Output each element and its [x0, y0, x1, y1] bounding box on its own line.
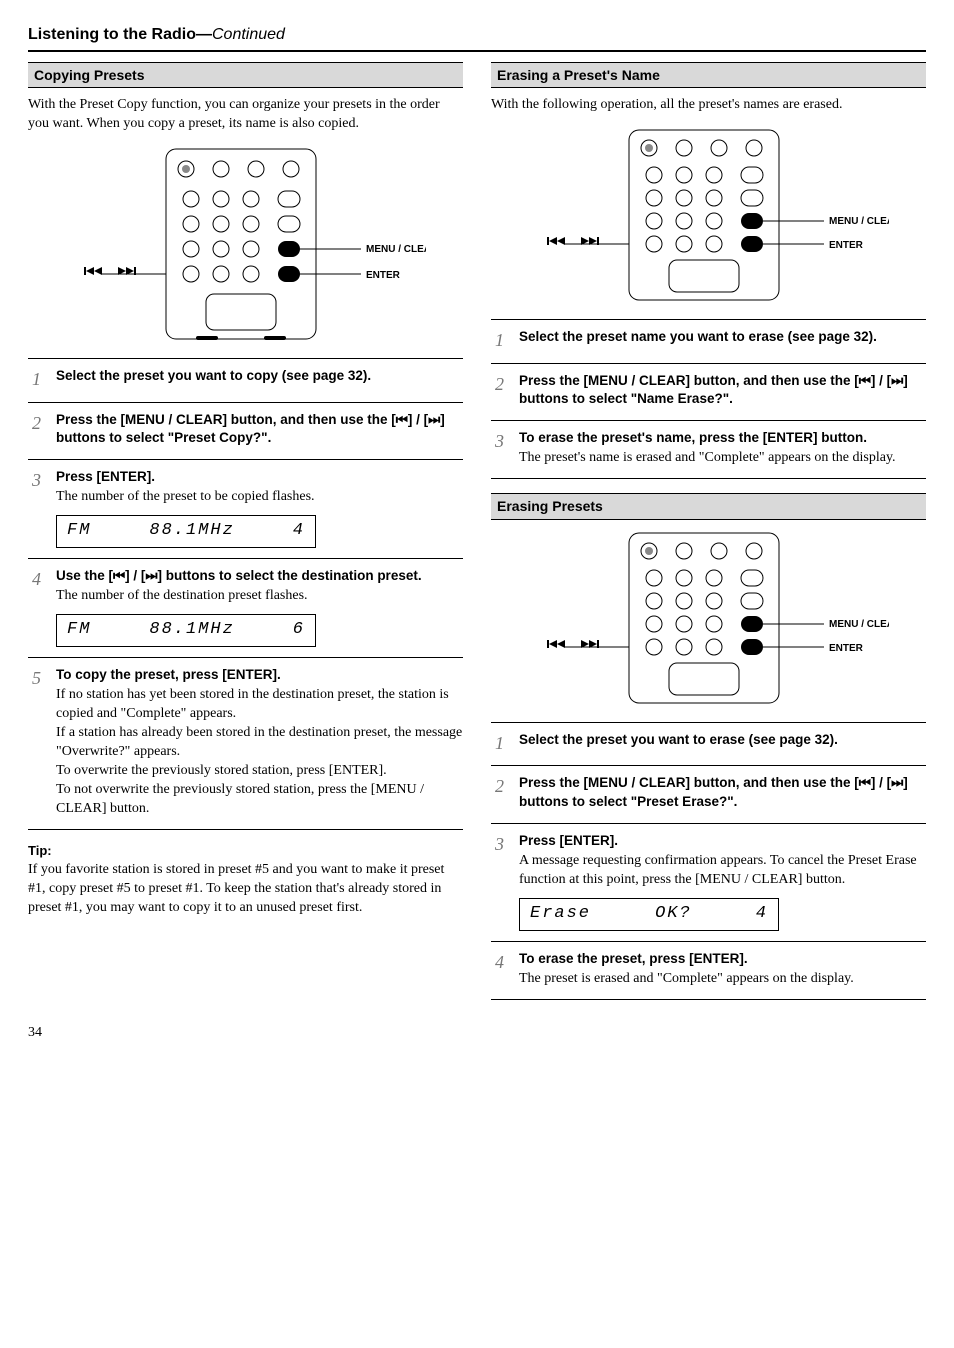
step-bold: Select the preset you want to erase (see… [519, 731, 926, 749]
lcd-mid: OK? [655, 903, 692, 926]
lcd-mid: 88.1MHz [149, 619, 234, 642]
lcd-left: FM [67, 520, 91, 543]
step-row: 4 To erase the preset, press [ENTER]. Th… [491, 942, 926, 1000]
step-row: 3 Press [ENTER]. The number of the prese… [28, 460, 463, 559]
right-column: Erasing a Preset's Name With the followi… [491, 62, 926, 1000]
step-bold: Press the [MENU / CLEAR] button, and the… [56, 411, 463, 447]
step-bold: Select the preset you want to copy (see … [56, 367, 463, 385]
lcd-right: 4 [756, 903, 768, 926]
lcd-display: FM 88.1MHz 6 [56, 614, 316, 647]
step-number: 3 [28, 468, 56, 548]
steps-erase-preset: 1 Select the preset you want to erase (s… [491, 722, 926, 1000]
step-row: 4 Use the [⏮] / [⏭] buttons to select th… [28, 559, 463, 658]
step-row: 3 To erase the preset's name, press the … [491, 421, 926, 479]
lcd-mid: 88.1MHz [149, 520, 234, 543]
steps-copying: 1 Select the preset you want to copy (se… [28, 358, 463, 829]
step-row: 1 Select the preset you want to erase (s… [491, 723, 926, 766]
step-bold: Use the [⏮] / [⏭] buttons to select the … [56, 567, 463, 585]
svg-text:MENU / CLEAR: MENU / CLEAR [829, 619, 889, 630]
steps-erase-name: 1 Select the preset name you want to era… [491, 319, 926, 479]
prev-icon [547, 640, 565, 648]
step-number: 5 [28, 666, 56, 818]
step-plain: The preset is erased and "Complete" appe… [519, 970, 926, 989]
page-number: 34 [28, 1024, 926, 1043]
left-column: Copying Presets With the Preset Copy fun… [28, 62, 463, 1000]
step-row: 2 Press the [MENU / CLEAR] button, and t… [491, 766, 926, 823]
step-number: 3 [491, 832, 519, 931]
step-bold: To copy the preset, press [ENTER]. [56, 666, 463, 684]
step-bold: To erase the preset's name, press the [E… [519, 429, 926, 447]
section-title-copying: Copying Presets [28, 62, 463, 89]
remote-diagram-left: MENU / CLEAR ENTER [66, 144, 426, 344]
step-row: 3 Press [ENTER]. A message requesting co… [491, 824, 926, 942]
step-row: 2 Press the [MENU / CLEAR] button, and t… [491, 364, 926, 421]
lcd-left: FM [67, 619, 91, 642]
page-header-continued: Continued [212, 26, 285, 43]
step-row: 2 Press the [MENU / CLEAR] button, and t… [28, 403, 463, 460]
step-bold: Press the [MENU / CLEAR] button, and the… [519, 372, 926, 408]
lcd-right: 6 [293, 619, 305, 642]
step-plain: The number of the preset to be copied fl… [56, 488, 463, 507]
page-header-main: Listening to the Radio— [28, 26, 212, 43]
label-menu-clear: MENU / CLEAR [366, 244, 426, 255]
step-row: 1 Select the preset name you want to era… [491, 320, 926, 363]
step-number: 4 [491, 950, 519, 989]
step-plain: If no station has yet been stored in the… [56, 686, 463, 818]
step-bold: Press [ENTER]. [519, 832, 926, 850]
step-number: 2 [491, 774, 519, 812]
intro-erase-name: With the following operation, all the pr… [491, 96, 926, 115]
section-title-erase-preset: Erasing Presets [491, 493, 926, 520]
svg-text:ENTER: ENTER [829, 240, 864, 251]
step-plain: A message requesting confirmation appear… [519, 852, 926, 890]
step-row: 1 Select the preset you want to copy (se… [28, 359, 463, 402]
step-plain: The preset's name is erased and "Complet… [519, 449, 926, 468]
prev-icon [84, 267, 102, 275]
prev-icon [547, 237, 565, 245]
svg-text:ENTER: ENTER [829, 643, 864, 654]
step-bold: To erase the preset, press [ENTER]. [519, 950, 926, 968]
step-number: 3 [491, 429, 519, 468]
tip-body: If you favorite station is stored in pre… [28, 861, 463, 918]
step-number: 2 [491, 372, 519, 410]
step-bold: Press the [MENU / CLEAR] button, and the… [519, 774, 926, 810]
remote-diagram-right-a: MENU / CLEAR ENTER [529, 125, 889, 305]
step-number: 2 [28, 411, 56, 449]
step-plain: The number of the destination preset fla… [56, 587, 463, 606]
step-number: 1 [491, 328, 519, 352]
svg-text:MENU / CLEAR: MENU / CLEAR [829, 216, 889, 227]
step-number: 1 [28, 367, 56, 391]
lcd-left: Erase [530, 903, 591, 926]
step-bold: Select the preset name you want to erase… [519, 328, 926, 346]
lcd-display: Erase OK? 4 [519, 898, 779, 931]
section-title-erase-name: Erasing a Preset's Name [491, 62, 926, 89]
step-bold: Press [ENTER]. [56, 468, 463, 486]
lcd-display: FM 88.1MHz 4 [56, 515, 316, 548]
page-header: Listening to the Radio—Continued [28, 24, 926, 52]
intro-copying: With the Preset Copy function, you can o… [28, 96, 463, 134]
tip-heading: Tip: [28, 842, 463, 860]
step-number: 4 [28, 567, 56, 647]
step-row: 5 To copy the preset, press [ENTER]. If … [28, 658, 463, 829]
label-enter: ENTER [366, 270, 401, 281]
remote-diagram-right-b: MENU / CLEAR ENTER [529, 528, 889, 708]
lcd-right: 4 [293, 520, 305, 543]
step-number: 1 [491, 731, 519, 755]
